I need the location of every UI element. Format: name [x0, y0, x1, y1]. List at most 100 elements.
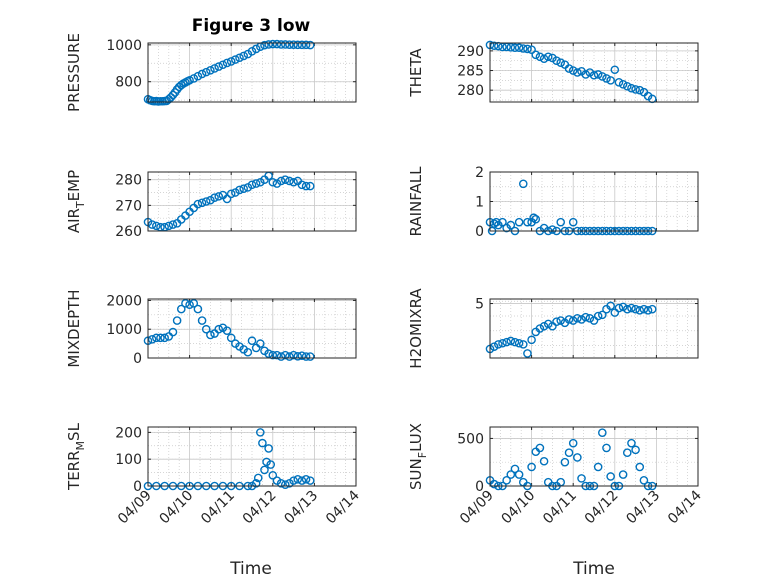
- data-point: [193, 71, 203, 81]
- data-point: [523, 44, 532, 54]
- data-point: [214, 62, 224, 71]
- data-point: [548, 225, 557, 234]
- data-point: [568, 438, 578, 448]
- y-tick-label: 100: [115, 452, 142, 468]
- y-tick-label: 290: [457, 44, 484, 60]
- data-point: [206, 330, 215, 340]
- data-point: [639, 304, 649, 314]
- data-point: [606, 301, 615, 311]
- data-point: [627, 303, 636, 313]
- data-point: [577, 474, 586, 483]
- data-point: [631, 85, 640, 94]
- data-point: [506, 336, 516, 346]
- data-point: [280, 40, 290, 49]
- data-point: [568, 217, 578, 227]
- subplot-h2omixra: 5 H2OMIXRA: [407, 288, 699, 369]
- data-point: [610, 65, 620, 75]
- data-point: [297, 476, 307, 485]
- data-point: [293, 474, 303, 484]
- data-point: [593, 70, 603, 79]
- data-point: [147, 220, 157, 229]
- data-point: [523, 349, 532, 358]
- data-point: [247, 336, 257, 346]
- data-point: [164, 221, 174, 231]
- data-point: [201, 324, 211, 334]
- y-tick-label: 285: [457, 64, 484, 80]
- data-point: [489, 41, 499, 51]
- data-point: [639, 475, 649, 485]
- data-series: [485, 301, 657, 358]
- data-point: [251, 44, 261, 54]
- data-point: [289, 40, 298, 49]
- data-point: [631, 304, 640, 314]
- data-point: [251, 179, 261, 188]
- y-axis-label: RAINFALL: [407, 166, 425, 237]
- y-tick-label: 1000: [106, 38, 142, 54]
- data-point: [305, 40, 315, 50]
- subplot-mixdepth: 0 1000 2000 MIXDEPTH: [65, 289, 357, 368]
- data-point: [602, 443, 611, 453]
- data-point: [305, 181, 315, 191]
- data-point: [264, 40, 273, 49]
- data-point: [181, 299, 190, 308]
- data-point: [614, 78, 624, 87]
- data-point: [622, 448, 632, 457]
- data-point: [494, 340, 503, 349]
- data-point: [510, 464, 520, 474]
- data-point: [506, 470, 516, 479]
- data-point: [560, 457, 570, 467]
- data-point: [531, 50, 541, 60]
- x-tick-label: 04/10: [499, 488, 539, 528]
- data-point: [631, 445, 640, 455]
- data-point: [489, 479, 499, 489]
- axes-box: [147, 426, 357, 487]
- plot-area: [148, 427, 356, 486]
- data-point: [535, 443, 545, 453]
- data-point: [489, 219, 499, 228]
- data-point: [518, 44, 528, 53]
- data-point: [260, 465, 269, 475]
- data-point: [489, 342, 499, 351]
- data-point: [564, 64, 574, 73]
- data-point: [618, 80, 628, 89]
- data-point: [189, 299, 199, 308]
- data-point: [276, 40, 286, 49]
- data-point: [635, 306, 645, 315]
- data-point: [539, 456, 549, 466]
- data-point: [268, 350, 278, 360]
- data-point: [514, 338, 524, 348]
- data-point: [201, 197, 211, 206]
- data-point: [168, 90, 178, 100]
- data-point: [222, 326, 232, 335]
- plot-area: [490, 299, 698, 358]
- data-point: [268, 177, 278, 187]
- data-point: [510, 337, 520, 347]
- y-axis-label: AIRTEMP: [65, 170, 87, 233]
- data-point: [527, 462, 536, 472]
- y-tick-label: 260: [115, 224, 142, 240]
- data-point: [222, 194, 232, 204]
- data-point: [527, 335, 536, 345]
- y-axis-label: SUNFLUX: [407, 423, 429, 490]
- data-point: [510, 43, 520, 53]
- data-point: [201, 67, 211, 77]
- data-point: [258, 438, 267, 448]
- data-point: [585, 313, 595, 323]
- data-point: [231, 55, 240, 64]
- data-point: [297, 40, 307, 50]
- data-point: [280, 480, 290, 489]
- data-point: [226, 189, 236, 199]
- data-point: [193, 304, 203, 314]
- data-point: [635, 462, 645, 472]
- data-point: [176, 304, 186, 314]
- data-point: [622, 81, 632, 91]
- data-point: [289, 177, 298, 187]
- data-point: [589, 70, 599, 80]
- data-point: [518, 179, 528, 189]
- data-point: [197, 316, 207, 325]
- data-point: [172, 316, 182, 325]
- data-point: [535, 52, 545, 62]
- axes-box: [489, 42, 699, 103]
- data-point: [523, 217, 532, 227]
